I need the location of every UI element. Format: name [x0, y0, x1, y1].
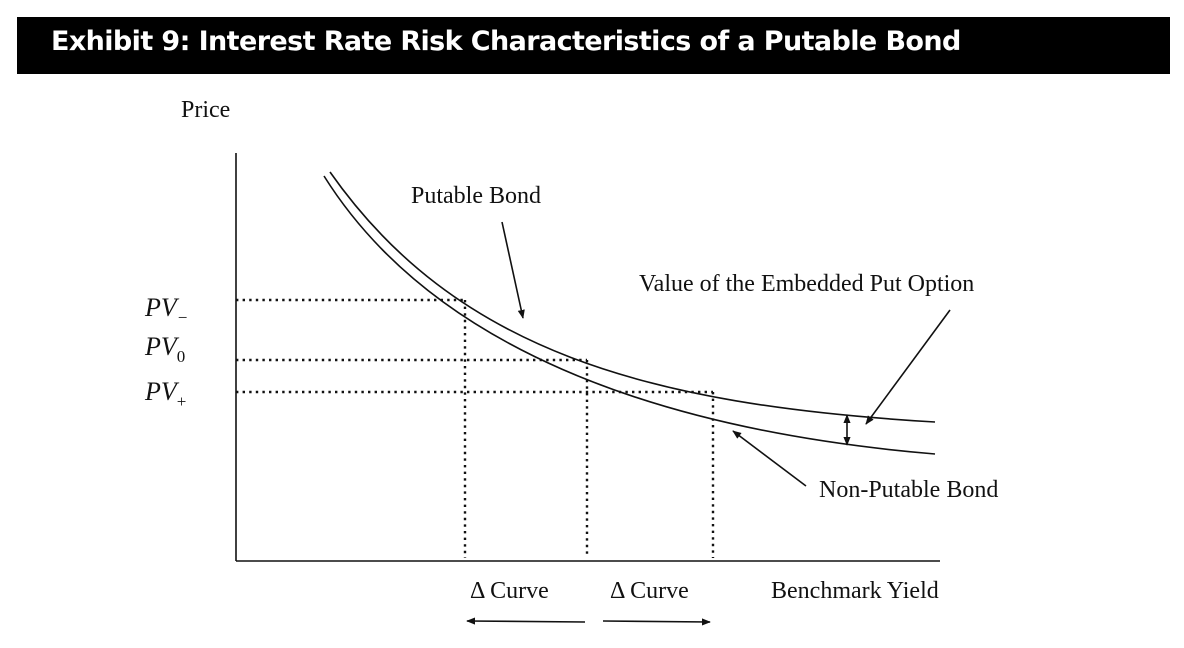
delta-curve-left-label: Δ Curve: [470, 578, 549, 604]
embedded-put-option-label: Value of the Embedded Put Option: [639, 271, 974, 297]
exhibit-banner: Exhibit 9: Interest Rate Risk Characteri…: [17, 17, 1170, 74]
delta-curve-right-label: Δ Curve: [610, 578, 689, 604]
exhibit-title: Exhibit 9: Interest Rate Risk Characteri…: [51, 26, 961, 57]
embedded-put-option-pointer: [865, 309, 951, 425]
putable-bond-label: Putable Bond: [411, 183, 541, 209]
non-putable-bond-label: Non-Putable Bond: [819, 477, 998, 503]
pv-zero-label: PV0: [144, 332, 185, 366]
y-axis-label: Price: [181, 97, 230, 123]
delta-curve-right-arrow: [602, 618, 711, 626]
putable-bond-pointer: [501, 221, 525, 319]
putable-bond-curve: [329, 171, 936, 423]
x-axis-label: Benchmark Yield: [771, 578, 939, 604]
pv-plus-label: PV+: [144, 377, 186, 411]
non-putable-bond-curve: [323, 175, 936, 455]
pv-minus-label: PV−: [144, 293, 188, 327]
delta-curve-left-arrow: [466, 617, 586, 625]
non-putable-bond-pointer: [732, 430, 807, 487]
